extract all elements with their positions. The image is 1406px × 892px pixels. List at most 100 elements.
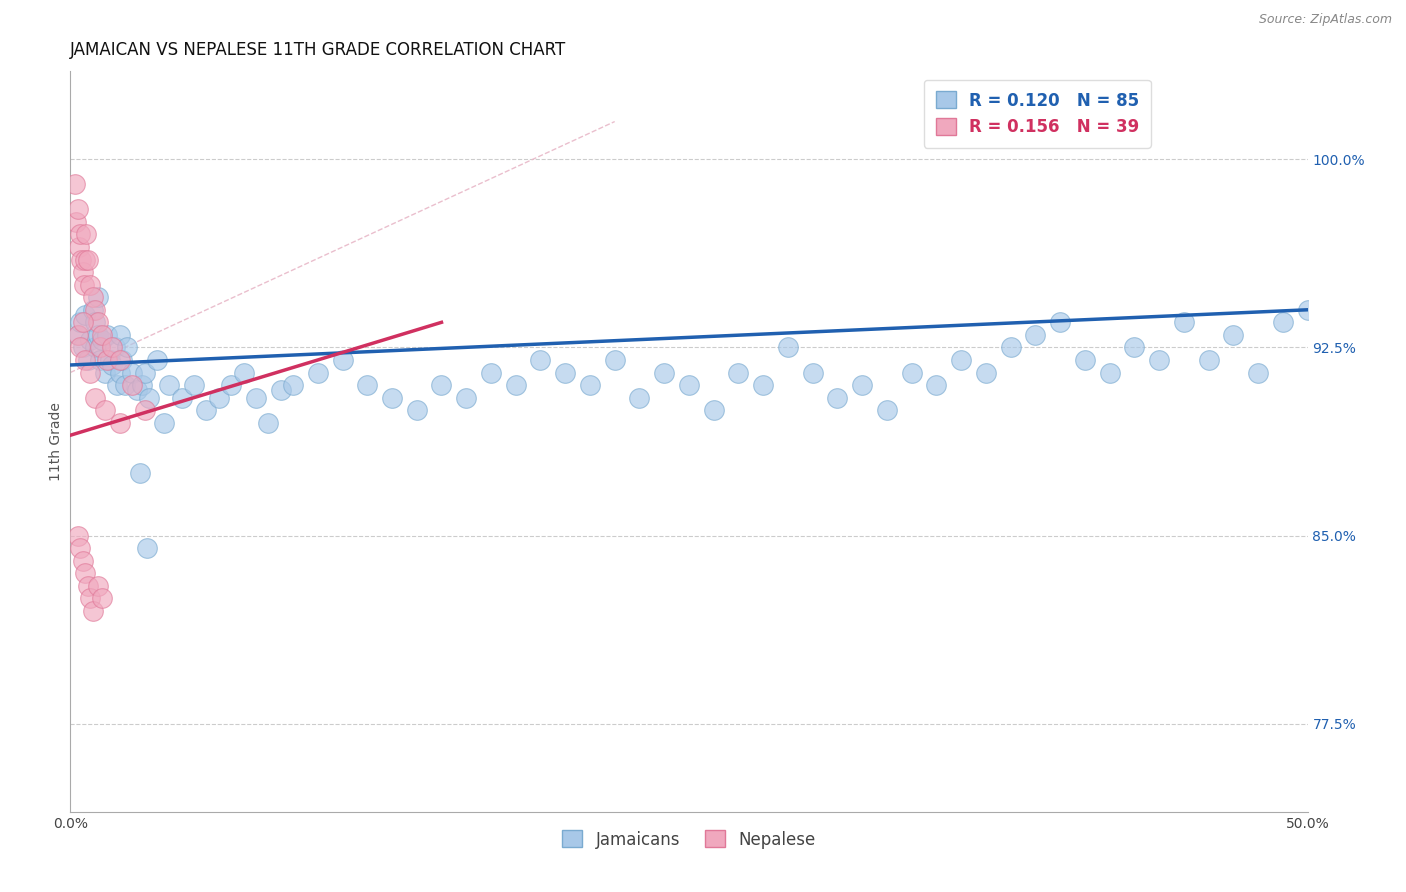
Point <box>65 178 87 192</box>
Point <box>115 340 138 354</box>
Point <box>121 378 143 392</box>
Point <box>79 366 101 380</box>
Point <box>66 202 89 217</box>
Point <box>105 378 128 392</box>
Point <box>900 366 922 380</box>
Point <box>554 366 576 380</box>
Point <box>91 333 114 347</box>
Point <box>96 327 118 342</box>
Point <box>950 353 973 368</box>
Point <box>170 391 193 405</box>
Point <box>69 227 91 242</box>
Point <box>82 302 104 317</box>
Point <box>356 378 378 392</box>
Point <box>101 340 124 354</box>
Point <box>1147 353 1170 368</box>
Point <box>1173 315 1195 329</box>
Point <box>86 290 108 304</box>
Point <box>479 366 502 380</box>
Point <box>84 302 107 317</box>
Point <box>94 366 117 380</box>
Point <box>114 378 136 392</box>
Point <box>257 416 280 430</box>
Point <box>381 391 404 405</box>
Point <box>136 541 159 556</box>
Point <box>974 366 997 380</box>
Point <box>104 340 127 354</box>
Point <box>82 604 104 618</box>
Point <box>76 252 98 267</box>
Point <box>66 327 89 342</box>
Point <box>108 416 131 430</box>
Y-axis label: 11th Grade: 11th Grade <box>49 402 63 481</box>
Legend: Jamaicans, Nepalese: Jamaicans, Nepalese <box>555 823 823 855</box>
Point <box>121 366 143 380</box>
Point <box>79 277 101 292</box>
Point <box>529 353 551 368</box>
Point <box>72 554 94 568</box>
Point <box>111 353 134 368</box>
Point <box>94 403 117 417</box>
Point <box>270 383 292 397</box>
Point <box>69 315 91 329</box>
Point <box>1271 315 1294 329</box>
Point <box>67 240 90 254</box>
Point <box>505 378 527 392</box>
Point <box>1222 327 1244 342</box>
Point <box>827 391 849 405</box>
Point <box>72 340 94 354</box>
Point <box>652 366 675 380</box>
Point <box>75 566 97 581</box>
Point <box>703 403 725 417</box>
Point <box>157 378 180 392</box>
Point <box>66 529 89 543</box>
Point <box>89 340 111 354</box>
Point <box>86 327 108 342</box>
Point <box>776 340 799 354</box>
Point <box>108 353 131 368</box>
Point <box>281 378 304 392</box>
Point <box>91 591 114 606</box>
Point <box>1198 353 1220 368</box>
Point <box>579 378 602 392</box>
Point <box>72 315 94 329</box>
Point <box>84 315 107 329</box>
Point <box>1123 340 1146 354</box>
Point <box>801 366 824 380</box>
Point <box>79 333 101 347</box>
Point <box>603 353 626 368</box>
Point <box>430 378 453 392</box>
Point <box>219 378 242 392</box>
Text: Source: ZipAtlas.com: Source: ZipAtlas.com <box>1258 13 1392 27</box>
Point <box>138 391 160 405</box>
Point <box>86 315 108 329</box>
Point <box>628 391 651 405</box>
Point <box>727 366 749 380</box>
Point <box>75 227 97 242</box>
Point <box>101 358 124 372</box>
Point <box>925 378 948 392</box>
Point <box>245 391 267 405</box>
Point <box>752 378 775 392</box>
Point <box>76 579 98 593</box>
Point <box>66 327 89 342</box>
Point <box>1074 353 1097 368</box>
Point <box>678 378 700 392</box>
Point <box>70 252 93 267</box>
Point <box>108 327 131 342</box>
Point <box>153 416 176 430</box>
Point <box>98 353 121 368</box>
Point <box>1247 366 1270 380</box>
Point <box>75 252 97 267</box>
Point <box>127 383 149 397</box>
Point <box>232 366 254 380</box>
Point <box>134 366 156 380</box>
Point <box>73 277 96 292</box>
Point <box>208 391 231 405</box>
Point <box>1296 302 1319 317</box>
Text: JAMAICAN VS NEPALESE 11TH GRADE CORRELATION CHART: JAMAICAN VS NEPALESE 11TH GRADE CORRELAT… <box>70 41 567 59</box>
Point <box>84 391 107 405</box>
Point <box>91 327 114 342</box>
Point <box>108 366 131 380</box>
Point <box>72 265 94 279</box>
